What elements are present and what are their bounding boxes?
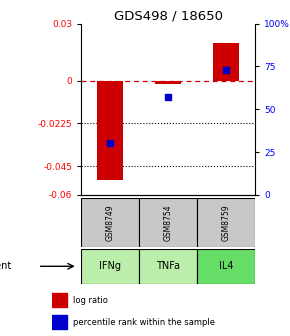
Bar bbox=[97, 81, 123, 180]
Bar bbox=[139, 249, 197, 284]
Text: GSM8759: GSM8759 bbox=[222, 204, 231, 241]
Text: IL4: IL4 bbox=[219, 261, 233, 271]
Text: GSM8749: GSM8749 bbox=[106, 204, 115, 241]
Bar bbox=[81, 198, 139, 247]
Text: log ratio: log ratio bbox=[73, 296, 108, 305]
Bar bbox=[213, 43, 239, 81]
Text: agent: agent bbox=[0, 261, 12, 271]
Bar bbox=[81, 249, 139, 284]
Title: GDS498 / 18650: GDS498 / 18650 bbox=[114, 9, 223, 23]
Bar bbox=[52, 293, 67, 307]
Text: percentile rank within the sample: percentile rank within the sample bbox=[73, 318, 215, 327]
Bar bbox=[197, 249, 255, 284]
Bar bbox=[52, 315, 67, 329]
Bar bbox=[197, 198, 255, 247]
Text: GSM8754: GSM8754 bbox=[164, 204, 173, 241]
Text: IFNg: IFNg bbox=[99, 261, 121, 271]
Bar bbox=[139, 198, 197, 247]
Text: TNFa: TNFa bbox=[156, 261, 180, 271]
Bar bbox=[155, 81, 181, 84]
